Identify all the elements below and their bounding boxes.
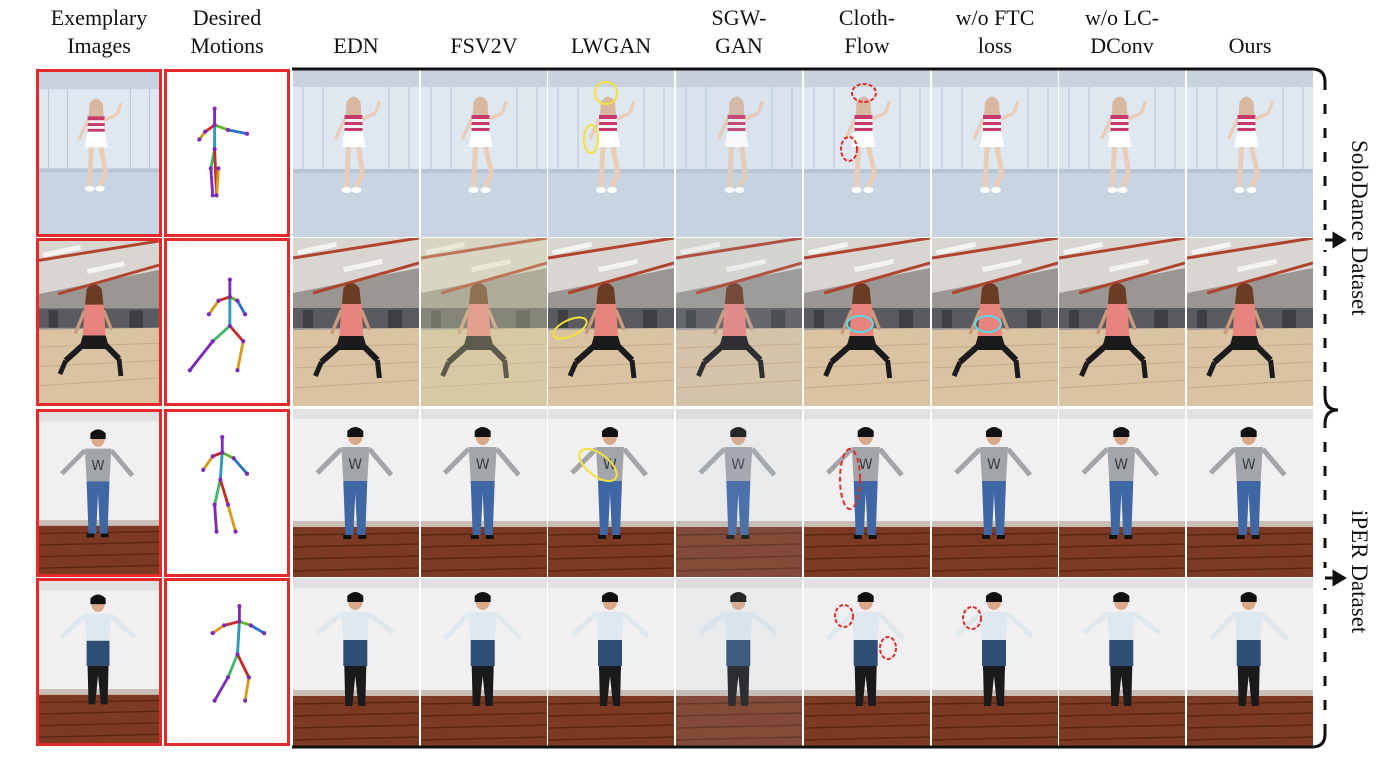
result-image-desired-motion-row3: [164, 409, 290, 577]
result-image-fsv2v-row3: W: [421, 409, 547, 577]
result-image-wo-ftc-loss-row1: [932, 69, 1058, 237]
svg-text:W: W: [987, 457, 1001, 473]
result-image-exemplar-row2: [36, 238, 162, 406]
svg-text:W: W: [859, 457, 873, 473]
column-header: Cloth- Flow: [804, 4, 930, 60]
result-image-edn-row1: [293, 69, 419, 237]
column-header: SGW- GAN: [676, 4, 802, 60]
column-header: EDN: [293, 32, 419, 60]
result-image-desired-motion-row1: [164, 69, 290, 237]
result-image-ours-row3: W: [1187, 409, 1313, 577]
result-image-lwgan-row4: [548, 578, 674, 746]
svg-text:W: W: [731, 457, 745, 473]
result-image-ours-row2: [1187, 238, 1313, 406]
column-header-line1: EDN: [333, 33, 379, 58]
column-header-line2: GAN: [715, 33, 763, 58]
column-header-line1: Ours: [1228, 33, 1272, 58]
column-header-line2: Flow: [844, 33, 890, 58]
result-image-desired-motion-row2: [164, 238, 290, 406]
result-image-ours-row4: [1187, 578, 1313, 746]
result-image-sgw-gan-row1: [676, 69, 802, 237]
column-header: LWGAN: [548, 32, 674, 60]
result-image-desired-motion-row4: [164, 578, 290, 746]
svg-text:W: W: [1114, 457, 1128, 473]
svg-text:W: W: [91, 459, 104, 474]
result-image-cloth-flow-row3: W: [804, 409, 930, 577]
column-header-line2: DConv: [1090, 33, 1154, 58]
result-image-lwgan-row2: [548, 238, 674, 406]
result-image-sgw-gan-row2: [676, 238, 802, 406]
column-header: FSV2V: [421, 32, 547, 60]
result-image-ours-row1: [1187, 69, 1313, 237]
column-header: Desired Motions: [164, 4, 290, 60]
column-header: w/o LC- DConv: [1059, 4, 1185, 60]
result-image-edn-row2: [293, 238, 419, 406]
dataset-label-iper: iPER Dataset: [1347, 510, 1372, 634]
result-image-lwgan-row1: [548, 69, 674, 237]
result-image-cloth-flow-row1: [804, 69, 930, 237]
result-image-fsv2v-row1: [421, 69, 547, 237]
column-header-line2: Motions: [190, 33, 264, 58]
result-image-wo-ftc-loss-row2: [932, 238, 1058, 406]
result-image-sgw-gan-row3: W: [676, 409, 802, 577]
column-header-line1: w/o FTC: [955, 5, 1035, 30]
result-image-wo-lc-dconv-row1: [1059, 69, 1185, 237]
column-header-line1: FSV2V: [450, 33, 518, 58]
column-header-line1: w/o LC-: [1085, 5, 1159, 30]
result-image-lwgan-row3: W: [548, 409, 674, 577]
result-image-sgw-gan-row4: [676, 578, 802, 746]
result-image-wo-lc-dconv-row3: W: [1059, 409, 1185, 577]
result-image-exemplar-row3: W: [36, 409, 162, 577]
column-header: Exemplary Images: [36, 4, 162, 60]
column-header-line1: SGW-: [711, 5, 767, 30]
result-image-fsv2v-row2: [421, 238, 547, 406]
svg-text:W: W: [476, 457, 490, 473]
column-header-line2: Images: [67, 33, 131, 58]
svg-text:W: W: [348, 457, 362, 473]
column-header-line1: Cloth-: [838, 5, 896, 30]
column-header-line1: Desired: [192, 5, 262, 30]
result-image-wo-ftc-loss-row3: W: [932, 409, 1058, 577]
result-image-edn-row4: [293, 578, 419, 746]
column-header-line1: Exemplary: [50, 5, 148, 30]
dataset-label-solodance: SoloDance Dataset: [1347, 140, 1372, 316]
result-image-cloth-flow-row2: [804, 238, 930, 406]
result-image-fsv2v-row4: [421, 578, 547, 746]
result-image-exemplar-row1: [36, 69, 162, 237]
svg-text:W: W: [1242, 457, 1256, 473]
column-header: Ours: [1187, 32, 1313, 60]
column-header-line1: LWGAN: [570, 33, 652, 58]
result-image-cloth-flow-row4: [804, 578, 930, 746]
result-image-wo-lc-dconv-row2: [1059, 238, 1185, 406]
svg-text:W: W: [603, 457, 617, 473]
column-header-line2: loss: [977, 33, 1013, 58]
result-image-wo-lc-dconv-row4: [1059, 578, 1185, 746]
column-header: w/o FTC loss: [932, 4, 1058, 60]
result-image-exemplar-row4: [36, 578, 162, 746]
result-image-wo-ftc-loss-row4: [932, 578, 1058, 746]
result-image-edn-row3: W: [293, 409, 419, 577]
